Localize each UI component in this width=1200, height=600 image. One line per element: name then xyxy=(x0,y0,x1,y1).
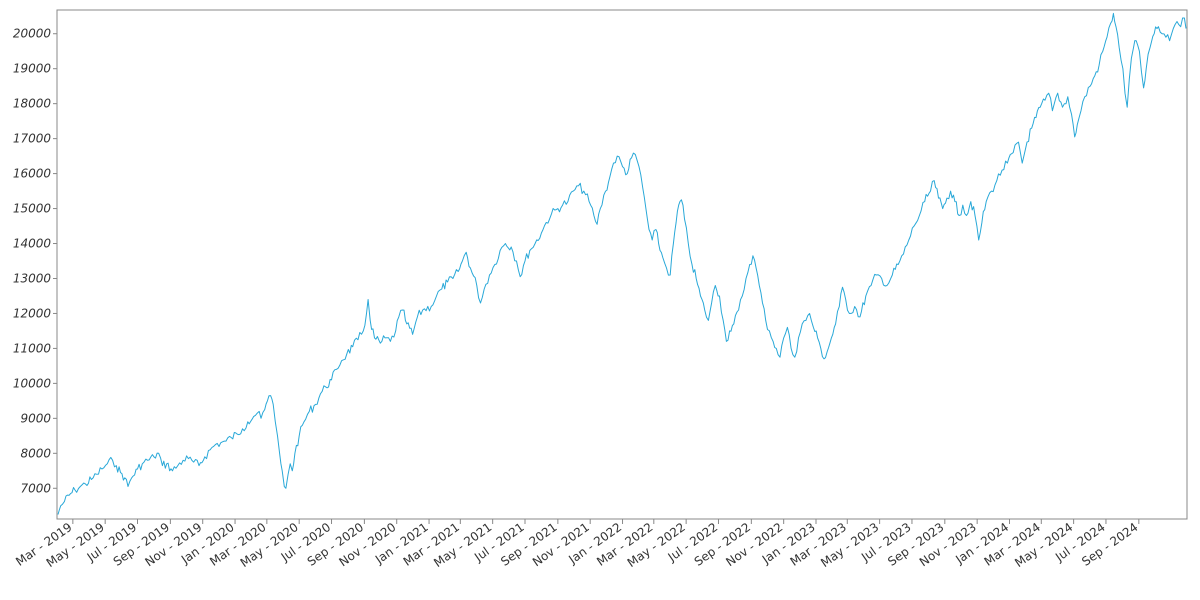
y-tick-label: 12000 xyxy=(13,306,52,320)
series-layer xyxy=(57,12,1187,515)
y-tick-label: 17000 xyxy=(13,132,52,146)
y-tick-label: 14000 xyxy=(13,237,52,251)
y-tick-label: 18000 xyxy=(13,97,52,111)
y-tick-label: 19000 xyxy=(13,62,52,76)
y-tick-label: 15000 xyxy=(13,202,52,216)
y-tick-label: 11000 xyxy=(13,341,52,355)
plot-frame xyxy=(56,9,1188,520)
y-axis: 7000 8000 9000 10000 11000 12000 13000 14000 150… xyxy=(13,27,57,495)
y-tick-label: 10000 xyxy=(13,376,52,390)
series-line xyxy=(57,12,1187,515)
y-tick-label: 20000 xyxy=(13,27,52,41)
y-tick-label: 9000 xyxy=(20,411,51,425)
y-tick-label: 16000 xyxy=(13,167,52,181)
y-tick-label: 7000 xyxy=(20,481,51,495)
y-tick-label: 8000 xyxy=(20,446,51,460)
y-tick-label: 13000 xyxy=(13,271,52,285)
